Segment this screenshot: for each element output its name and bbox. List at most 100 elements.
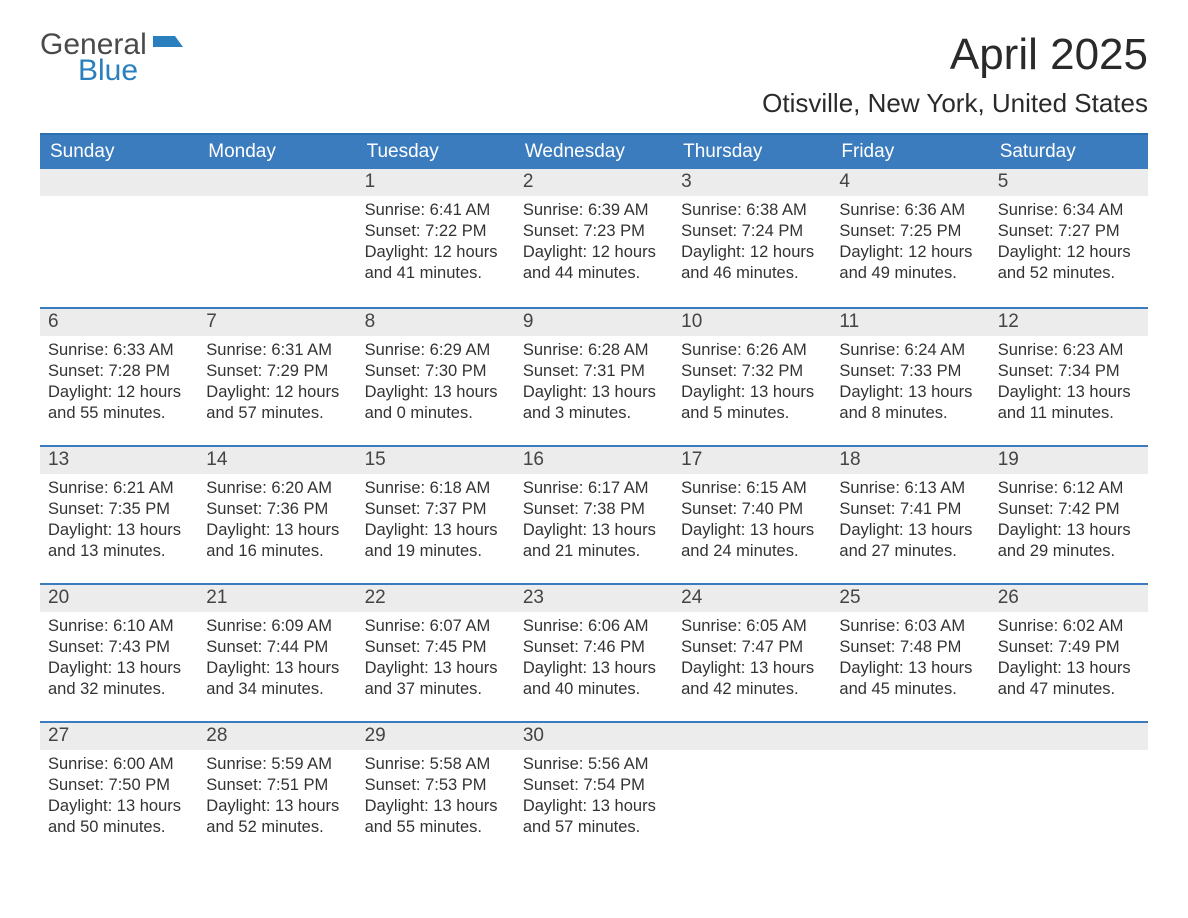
day-cell: 29Sunrise: 5:58 AMSunset: 7:53 PMDayligh… xyxy=(357,723,515,859)
day-cell: 16Sunrise: 6:17 AMSunset: 7:38 PMDayligh… xyxy=(515,447,673,583)
day-body: Sunrise: 6:06 AMSunset: 7:46 PMDaylight:… xyxy=(515,612,673,708)
day-cell: 23Sunrise: 6:06 AMSunset: 7:46 PMDayligh… xyxy=(515,585,673,721)
day-number: 8 xyxy=(357,309,515,336)
day-cell xyxy=(673,723,831,859)
day-number: 28 xyxy=(198,723,356,750)
day-body: Sunrise: 6:09 AMSunset: 7:44 PMDaylight:… xyxy=(198,612,356,708)
calendar: SundayMondayTuesdayWednesdayThursdayFrid… xyxy=(40,133,1148,859)
week-row: 13Sunrise: 6:21 AMSunset: 7:35 PMDayligh… xyxy=(40,445,1148,583)
day-cell: 27Sunrise: 6:00 AMSunset: 7:50 PMDayligh… xyxy=(40,723,198,859)
day-number xyxy=(990,723,1148,750)
day-number: 26 xyxy=(990,585,1148,612)
day-number: 15 xyxy=(357,447,515,474)
day-header: Tuesday xyxy=(357,135,515,169)
day-number: 23 xyxy=(515,585,673,612)
day-body: Sunrise: 6:05 AMSunset: 7:47 PMDaylight:… xyxy=(673,612,831,708)
day-cell xyxy=(990,723,1148,859)
day-cell: 17Sunrise: 6:15 AMSunset: 7:40 PMDayligh… xyxy=(673,447,831,583)
day-number: 4 xyxy=(831,169,989,196)
day-number: 5 xyxy=(990,169,1148,196)
header: General Blue April 2025 Otisville, New Y… xyxy=(40,30,1148,119)
day-cell: 15Sunrise: 6:18 AMSunset: 7:37 PMDayligh… xyxy=(357,447,515,583)
day-number xyxy=(198,169,356,196)
day-body: Sunrise: 6:31 AMSunset: 7:29 PMDaylight:… xyxy=(198,336,356,432)
day-body: Sunrise: 6:23 AMSunset: 7:34 PMDaylight:… xyxy=(990,336,1148,432)
week-row: 1Sunrise: 6:41 AMSunset: 7:22 PMDaylight… xyxy=(40,169,1148,307)
day-number: 17 xyxy=(673,447,831,474)
location: Otisville, New York, United States xyxy=(762,88,1148,119)
day-number: 27 xyxy=(40,723,198,750)
day-number xyxy=(831,723,989,750)
day-cell: 22Sunrise: 6:07 AMSunset: 7:45 PMDayligh… xyxy=(357,585,515,721)
day-number: 7 xyxy=(198,309,356,336)
day-cell: 26Sunrise: 6:02 AMSunset: 7:49 PMDayligh… xyxy=(990,585,1148,721)
day-number: 10 xyxy=(673,309,831,336)
day-cell: 6Sunrise: 6:33 AMSunset: 7:28 PMDaylight… xyxy=(40,309,198,445)
day-body: Sunrise: 6:36 AMSunset: 7:25 PMDaylight:… xyxy=(831,196,989,292)
day-body: Sunrise: 6:39 AMSunset: 7:23 PMDaylight:… xyxy=(515,196,673,292)
day-cell: 2Sunrise: 6:39 AMSunset: 7:23 PMDaylight… xyxy=(515,169,673,307)
month-title: April 2025 xyxy=(762,30,1148,80)
day-cell: 19Sunrise: 6:12 AMSunset: 7:42 PMDayligh… xyxy=(990,447,1148,583)
day-number: 29 xyxy=(357,723,515,750)
day-cell xyxy=(198,169,356,307)
week-row: 20Sunrise: 6:10 AMSunset: 7:43 PMDayligh… xyxy=(40,583,1148,721)
day-body: Sunrise: 6:20 AMSunset: 7:36 PMDaylight:… xyxy=(198,474,356,570)
day-cell: 30Sunrise: 5:56 AMSunset: 7:54 PMDayligh… xyxy=(515,723,673,859)
day-cell: 10Sunrise: 6:26 AMSunset: 7:32 PMDayligh… xyxy=(673,309,831,445)
day-cell xyxy=(831,723,989,859)
logo: General Blue xyxy=(40,30,183,86)
day-number: 18 xyxy=(831,447,989,474)
day-cell: 1Sunrise: 6:41 AMSunset: 7:22 PMDaylight… xyxy=(357,169,515,307)
flag-icon xyxy=(153,36,183,63)
day-number: 24 xyxy=(673,585,831,612)
day-body: Sunrise: 6:41 AMSunset: 7:22 PMDaylight:… xyxy=(357,196,515,292)
day-cell: 18Sunrise: 6:13 AMSunset: 7:41 PMDayligh… xyxy=(831,447,989,583)
day-number: 1 xyxy=(357,169,515,196)
title-block: April 2025 Otisville, New York, United S… xyxy=(762,30,1148,119)
day-body: Sunrise: 6:24 AMSunset: 7:33 PMDaylight:… xyxy=(831,336,989,432)
day-number: 12 xyxy=(990,309,1148,336)
day-body: Sunrise: 6:12 AMSunset: 7:42 PMDaylight:… xyxy=(990,474,1148,570)
day-cell: 3Sunrise: 6:38 AMSunset: 7:24 PMDaylight… xyxy=(673,169,831,307)
day-body: Sunrise: 6:34 AMSunset: 7:27 PMDaylight:… xyxy=(990,196,1148,292)
day-header: Thursday xyxy=(673,135,831,169)
day-cell: 5Sunrise: 6:34 AMSunset: 7:27 PMDaylight… xyxy=(990,169,1148,307)
day-cell: 21Sunrise: 6:09 AMSunset: 7:44 PMDayligh… xyxy=(198,585,356,721)
day-body: Sunrise: 5:56 AMSunset: 7:54 PMDaylight:… xyxy=(515,750,673,846)
day-number: 3 xyxy=(673,169,831,196)
day-cell: 7Sunrise: 6:31 AMSunset: 7:29 PMDaylight… xyxy=(198,309,356,445)
day-body: Sunrise: 6:29 AMSunset: 7:30 PMDaylight:… xyxy=(357,336,515,432)
day-body: Sunrise: 6:07 AMSunset: 7:45 PMDaylight:… xyxy=(357,612,515,708)
week-row: 6Sunrise: 6:33 AMSunset: 7:28 PMDaylight… xyxy=(40,307,1148,445)
day-body: Sunrise: 6:26 AMSunset: 7:32 PMDaylight:… xyxy=(673,336,831,432)
logo-blue: Blue xyxy=(78,56,147,86)
day-header-row: SundayMondayTuesdayWednesdayThursdayFrid… xyxy=(40,135,1148,169)
day-header: Friday xyxy=(831,135,989,169)
day-cell: 11Sunrise: 6:24 AMSunset: 7:33 PMDayligh… xyxy=(831,309,989,445)
day-header: Sunday xyxy=(40,135,198,169)
day-number: 11 xyxy=(831,309,989,336)
day-header: Saturday xyxy=(990,135,1148,169)
day-body: Sunrise: 6:38 AMSunset: 7:24 PMDaylight:… xyxy=(673,196,831,292)
day-number: 20 xyxy=(40,585,198,612)
day-number: 6 xyxy=(40,309,198,336)
day-number: 9 xyxy=(515,309,673,336)
day-body: Sunrise: 6:18 AMSunset: 7:37 PMDaylight:… xyxy=(357,474,515,570)
day-cell: 20Sunrise: 6:10 AMSunset: 7:43 PMDayligh… xyxy=(40,585,198,721)
day-number: 25 xyxy=(831,585,989,612)
day-header: Monday xyxy=(198,135,356,169)
day-body: Sunrise: 6:33 AMSunset: 7:28 PMDaylight:… xyxy=(40,336,198,432)
day-body: Sunrise: 6:10 AMSunset: 7:43 PMDaylight:… xyxy=(40,612,198,708)
day-header: Wednesday xyxy=(515,135,673,169)
day-number: 21 xyxy=(198,585,356,612)
day-cell: 28Sunrise: 5:59 AMSunset: 7:51 PMDayligh… xyxy=(198,723,356,859)
day-cell: 13Sunrise: 6:21 AMSunset: 7:35 PMDayligh… xyxy=(40,447,198,583)
day-cell: 12Sunrise: 6:23 AMSunset: 7:34 PMDayligh… xyxy=(990,309,1148,445)
day-number: 16 xyxy=(515,447,673,474)
day-body: Sunrise: 5:59 AMSunset: 7:51 PMDaylight:… xyxy=(198,750,356,846)
day-body: Sunrise: 6:00 AMSunset: 7:50 PMDaylight:… xyxy=(40,750,198,846)
day-body: Sunrise: 6:03 AMSunset: 7:48 PMDaylight:… xyxy=(831,612,989,708)
day-body: Sunrise: 6:15 AMSunset: 7:40 PMDaylight:… xyxy=(673,474,831,570)
day-body: Sunrise: 6:21 AMSunset: 7:35 PMDaylight:… xyxy=(40,474,198,570)
